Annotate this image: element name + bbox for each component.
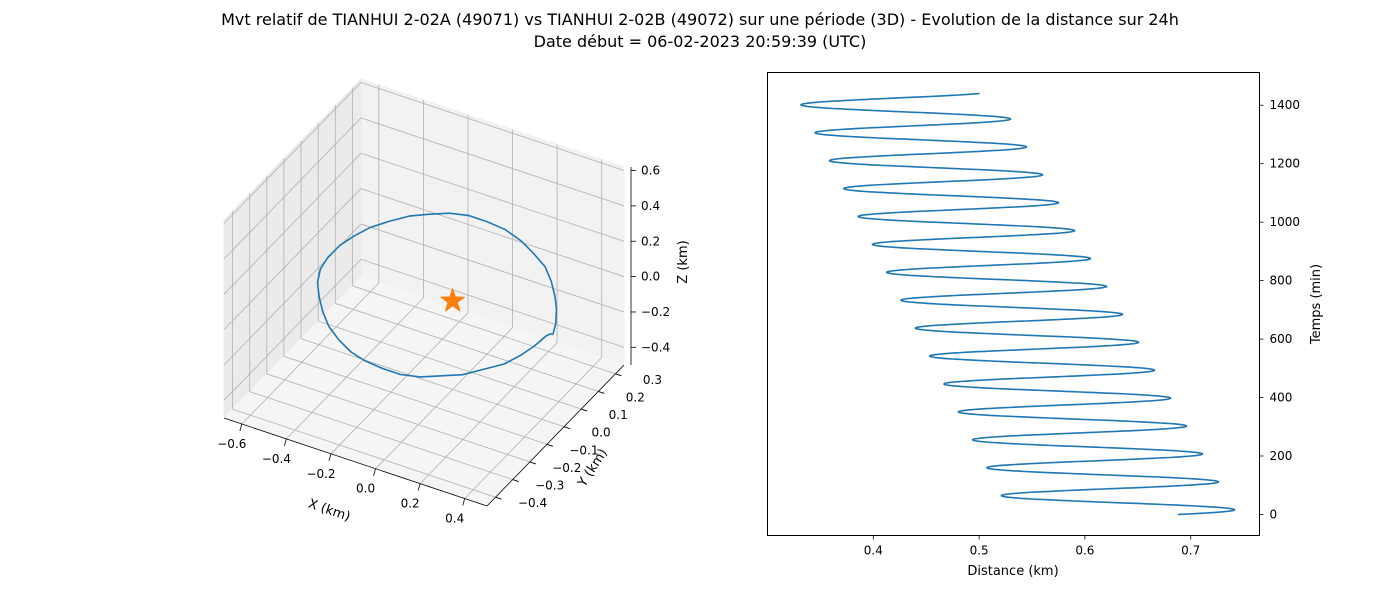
x-axis-label: X (km) <box>306 497 352 525</box>
y-tick-label: 1400 <box>1270 98 1301 112</box>
y-gridline <box>249 193 513 480</box>
y-tick-label: 1000 <box>1270 215 1301 229</box>
x-axis-label: Distance (km) <box>967 564 1058 579</box>
z-tick-label: 0.6 <box>641 164 660 178</box>
y-tick <box>563 426 571 430</box>
y-tick <box>529 461 536 465</box>
x-tick-label: 0.0 <box>356 482 375 496</box>
x-gridline <box>419 144 558 484</box>
y-tick <box>512 479 519 482</box>
y-tick <box>581 408 588 412</box>
y-gridline <box>334 105 599 392</box>
chart-3d-panes <box>223 77 625 507</box>
y-tick <box>546 443 554 447</box>
y-tick <box>598 391 605 394</box>
y-axis-ticks: 0 200 400 600 800 1000 1200 1400 <box>1259 98 1301 521</box>
x-tick-label: 0.2 <box>401 497 420 511</box>
chart-3d-grid <box>223 82 625 499</box>
x-tick <box>462 498 466 506</box>
z-gridline <box>223 223 625 366</box>
x-gridline <box>241 85 380 425</box>
title-line-1: Mvt relatif de TIANHUI 2-02A (49071) vs … <box>221 10 1179 29</box>
x-tick <box>328 453 332 461</box>
x-gridline <box>464 159 603 499</box>
figure-title: Mvt relatif de TIANHUI 2-02A (49071) vs … <box>0 9 1400 53</box>
x-tick-label: −0.6 <box>217 437 246 451</box>
z-gridline <box>223 82 625 224</box>
y-axis-line <box>486 364 625 507</box>
z-tick-label: −0.4 <box>641 340 670 354</box>
x-tick-label: 0.4 <box>864 544 883 558</box>
y-tick <box>615 373 622 377</box>
y-axis-label: Temps (min) <box>1309 264 1324 345</box>
y-tick-label: 0.1 <box>609 408 628 422</box>
distance-line <box>800 92 1236 516</box>
y-tick-label: 0.2 <box>626 390 645 404</box>
x-tick <box>239 423 243 432</box>
x-tick-label: 0.4 <box>445 512 464 526</box>
chart-3d-ticks: −0.6 −0.4 −0.2 0.0 0.2 0.4 −0.4 −0.3 −0.2 −0.1 0.0… <box>217 164 670 526</box>
y-tick-label: 0.0 <box>592 426 611 440</box>
title-line-2: Date début = 06-02-2023 20:59:39 (UTC) <box>533 32 867 51</box>
x-tick-label: −0.4 <box>262 452 291 466</box>
z-gridline <box>223 258 625 401</box>
y-tick-label: −0.1 <box>569 443 598 457</box>
y-tick <box>495 496 502 500</box>
z-gridline <box>223 152 625 295</box>
y-gridline <box>266 175 530 463</box>
orbit-line <box>316 212 558 378</box>
y-tick-label: −0.2 <box>552 461 581 475</box>
z-tick-label: 0.4 <box>641 199 660 213</box>
x-tick-label: 0.5 <box>970 544 989 558</box>
distance-series <box>800 92 1236 516</box>
x-tick <box>284 438 287 446</box>
z-tick-label: −0.2 <box>641 305 670 319</box>
y-gridline <box>232 211 496 498</box>
x-gridline <box>330 114 469 455</box>
x-tick <box>417 483 421 491</box>
chart-3d-orbit: −0.6 −0.4 −0.2 0.0 0.2 0.4 −0.4 −0.3 −0.2 −0.1 0.0… <box>217 77 691 526</box>
y-tick-label: 400 <box>1270 391 1293 405</box>
chart-3d-series <box>316 212 558 378</box>
z-axis-label: Z (km) <box>676 240 691 283</box>
y-tick-label: 1200 <box>1270 157 1301 171</box>
y-tick-label: −0.4 <box>518 496 547 510</box>
x-gridline <box>286 99 424 440</box>
z-tick-label: 0.0 <box>641 270 660 284</box>
y-gridline <box>317 123 582 410</box>
z-gridline <box>223 117 625 260</box>
x-tick-label: −0.2 <box>306 467 335 481</box>
x-tick-label: 0.7 <box>1181 544 1200 558</box>
chart-3d-axes <box>223 167 632 507</box>
y-gridline <box>300 140 565 428</box>
y-tick-label: 200 <box>1270 449 1293 463</box>
z-gridline <box>223 188 625 330</box>
origin-star-marker <box>439 287 466 313</box>
y-gridline <box>283 158 548 445</box>
y-tick-label: −0.3 <box>535 479 564 493</box>
x-axis-line <box>223 417 488 507</box>
x-tick-label: 0.6 <box>1075 544 1094 558</box>
x-gridline <box>375 129 513 469</box>
plot-frame <box>767 72 1260 536</box>
y-tick-label: 0 <box>1270 507 1278 521</box>
chart-distance-time: 0.4 0.5 0.6 0.7 0 200 400 600 800 1000 1200 1400 D… <box>767 72 1324 579</box>
x-tick <box>373 468 376 476</box>
y-tick-label: 0.3 <box>643 373 662 387</box>
z-tick-label: 0.2 <box>641 234 660 248</box>
y-gridline <box>351 87 616 375</box>
y-tick-label: 800 <box>1270 274 1293 288</box>
y-tick-label: 600 <box>1270 332 1293 346</box>
x-axis-ticks: 0.4 0.5 0.6 0.7 <box>864 535 1200 558</box>
